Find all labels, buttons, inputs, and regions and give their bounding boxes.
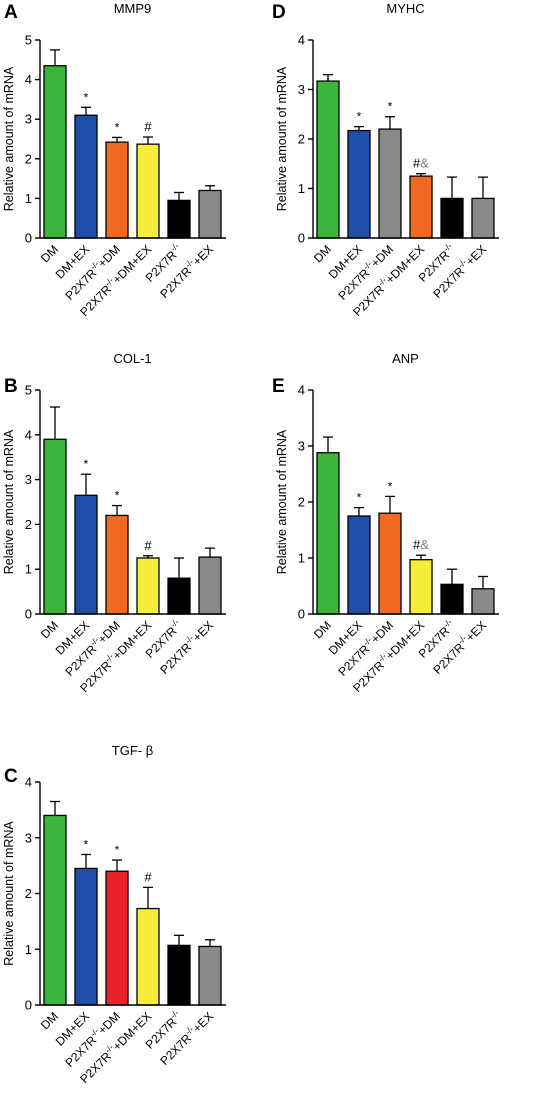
bar-a-3 (105, 141, 129, 239)
panel-b: B COL-1 Relative amount of mRNA * * #0 1 2 3 4 5 DM… (2, 351, 226, 695)
significance-mark-c-4: # (144, 869, 152, 884)
y-axis-label-b: Relative amount of mRNA (2, 429, 16, 574)
y-axis-label-c: Relative amount of mRNA (2, 821, 16, 966)
y-tick-label-d-2: 2 (298, 132, 305, 147)
y-tick-label-c-2: 2 (25, 886, 32, 901)
y-tick-label-a-5: 5 (25, 33, 32, 48)
significance-mark-d-3: * (388, 100, 393, 114)
significance-mark-a-3: * (115, 120, 120, 134)
bar-d-4 (409, 175, 433, 239)
y-tick-label-d-1: 1 (298, 181, 305, 196)
chart-title-d: MYHC (386, 1, 424, 16)
significance-mark-c-3: * (115, 843, 120, 857)
bar-a-1 (43, 65, 67, 239)
panel-letter-c: C (4, 766, 18, 787)
bar-d-1 (316, 80, 340, 239)
bar-c-6 (198, 945, 222, 1006)
y-tick-label-e-1: 1 (298, 551, 305, 566)
bar-b-3 (105, 514, 129, 615)
chart-title-e: ANP (392, 351, 419, 366)
bar-e-4 (409, 559, 433, 615)
y-tick-label-e-0: 0 (298, 607, 305, 622)
significance-mark-e-3: * (388, 479, 393, 493)
bar-c-3 (105, 870, 129, 1006)
y-tick-label-c-1: 1 (25, 942, 32, 957)
significance-mark-b-4: # (144, 538, 152, 553)
significance-mark-d-2: * (357, 110, 362, 124)
bar-d-2 (347, 129, 371, 239)
bar-b-5 (167, 577, 191, 615)
y-tick-label-d-4: 4 (298, 33, 305, 48)
bar-e-5 (440, 583, 464, 615)
significance-mark-b-2: * (84, 457, 89, 471)
bar-c-2 (74, 867, 98, 1006)
y-tick-label-b-2: 2 (25, 517, 32, 532)
y-tick-label-a-3: 3 (25, 112, 32, 127)
panel-letter-a: A (4, 2, 18, 23)
y-tick-label-c-3: 3 (25, 830, 32, 845)
x-tick-label-d-1: DM (311, 242, 334, 265)
y-tick-label-b-0: 0 (25, 607, 32, 622)
panel-letter-e: E (272, 376, 285, 397)
bar-b-2 (74, 494, 98, 615)
y-tick-label-a-1: 1 (25, 191, 32, 206)
y-tick-label-a-4: 4 (25, 72, 32, 87)
bar-c-1 (43, 814, 67, 1006)
y-tick-label-b-4: 4 (25, 427, 32, 442)
bar-e-1 (316, 452, 340, 615)
y-tick-label-e-2: 2 (298, 495, 305, 510)
significance-mark-e-4: #& (413, 537, 429, 552)
y-tick-label-c-4: 4 (25, 775, 32, 790)
significance-mark-c-2: * (84, 837, 89, 851)
y-tick-label-a-0: 0 (25, 231, 32, 246)
y-tick-label-d-3: 3 (298, 82, 305, 97)
bar-a-2 (74, 114, 98, 239)
bar-a-6 (198, 189, 222, 239)
bar-c-5 (167, 944, 191, 1006)
bar-b-6 (198, 556, 222, 615)
significance-mark-e-2: * (357, 491, 362, 505)
x-tick-label-c-1: DM (38, 1009, 61, 1032)
chart-title-c: TGF- β (112, 743, 153, 758)
bar-a-5 (167, 199, 191, 239)
y-tick-label-e-4: 4 (298, 383, 305, 398)
chart-title-a: MMP9 (114, 1, 152, 16)
x-tick-label-a-1: DM (38, 242, 61, 265)
bar-d-6 (471, 197, 495, 239)
bar-c-4 (136, 907, 160, 1006)
y-tick-label-d-0: 0 (298, 231, 305, 246)
significance-mark-a-2: * (84, 90, 89, 104)
significance-mark-a-4: # (144, 119, 152, 134)
y-tick-label-e-3: 3 (298, 439, 305, 454)
bar-b-4 (136, 557, 160, 615)
x-tick-label-e-1: DM (311, 618, 334, 641)
chart-title-b: COL-1 (113, 351, 151, 366)
y-tick-label-b-1: 1 (25, 562, 32, 577)
x-tick-label-b-1: DM (38, 618, 61, 641)
bar-d-5 (440, 197, 464, 239)
bar-e-2 (347, 515, 371, 615)
panel-letter-d: D (272, 2, 286, 23)
bar-e-3 (378, 512, 402, 615)
significance-mark-d-4: #& (413, 156, 429, 171)
y-tick-label-b-3: 3 (25, 472, 32, 487)
bar-e-6 (471, 588, 495, 615)
bar-a-4 (136, 143, 160, 239)
y-axis-label-a: Relative amount of mRNA (2, 66, 16, 211)
y-axis-label-e: Relative amount of mRNA (275, 429, 289, 574)
y-tick-label-b-5: 5 (25, 383, 32, 398)
bar-d-3 (378, 128, 402, 239)
y-tick-label-c-0: 0 (25, 998, 32, 1013)
significance-mark-b-3: * (115, 489, 120, 503)
panel-letter-b: B (4, 376, 18, 397)
bar-b-1 (43, 438, 67, 615)
y-axis-label-d: Relative amount of mRNA (275, 66, 289, 211)
y-tick-label-a-2: 2 (25, 151, 32, 166)
panel-c: C TGF- β Relative amount of mRNA * * #0 1 2 3 4 DM… (2, 743, 226, 1086)
